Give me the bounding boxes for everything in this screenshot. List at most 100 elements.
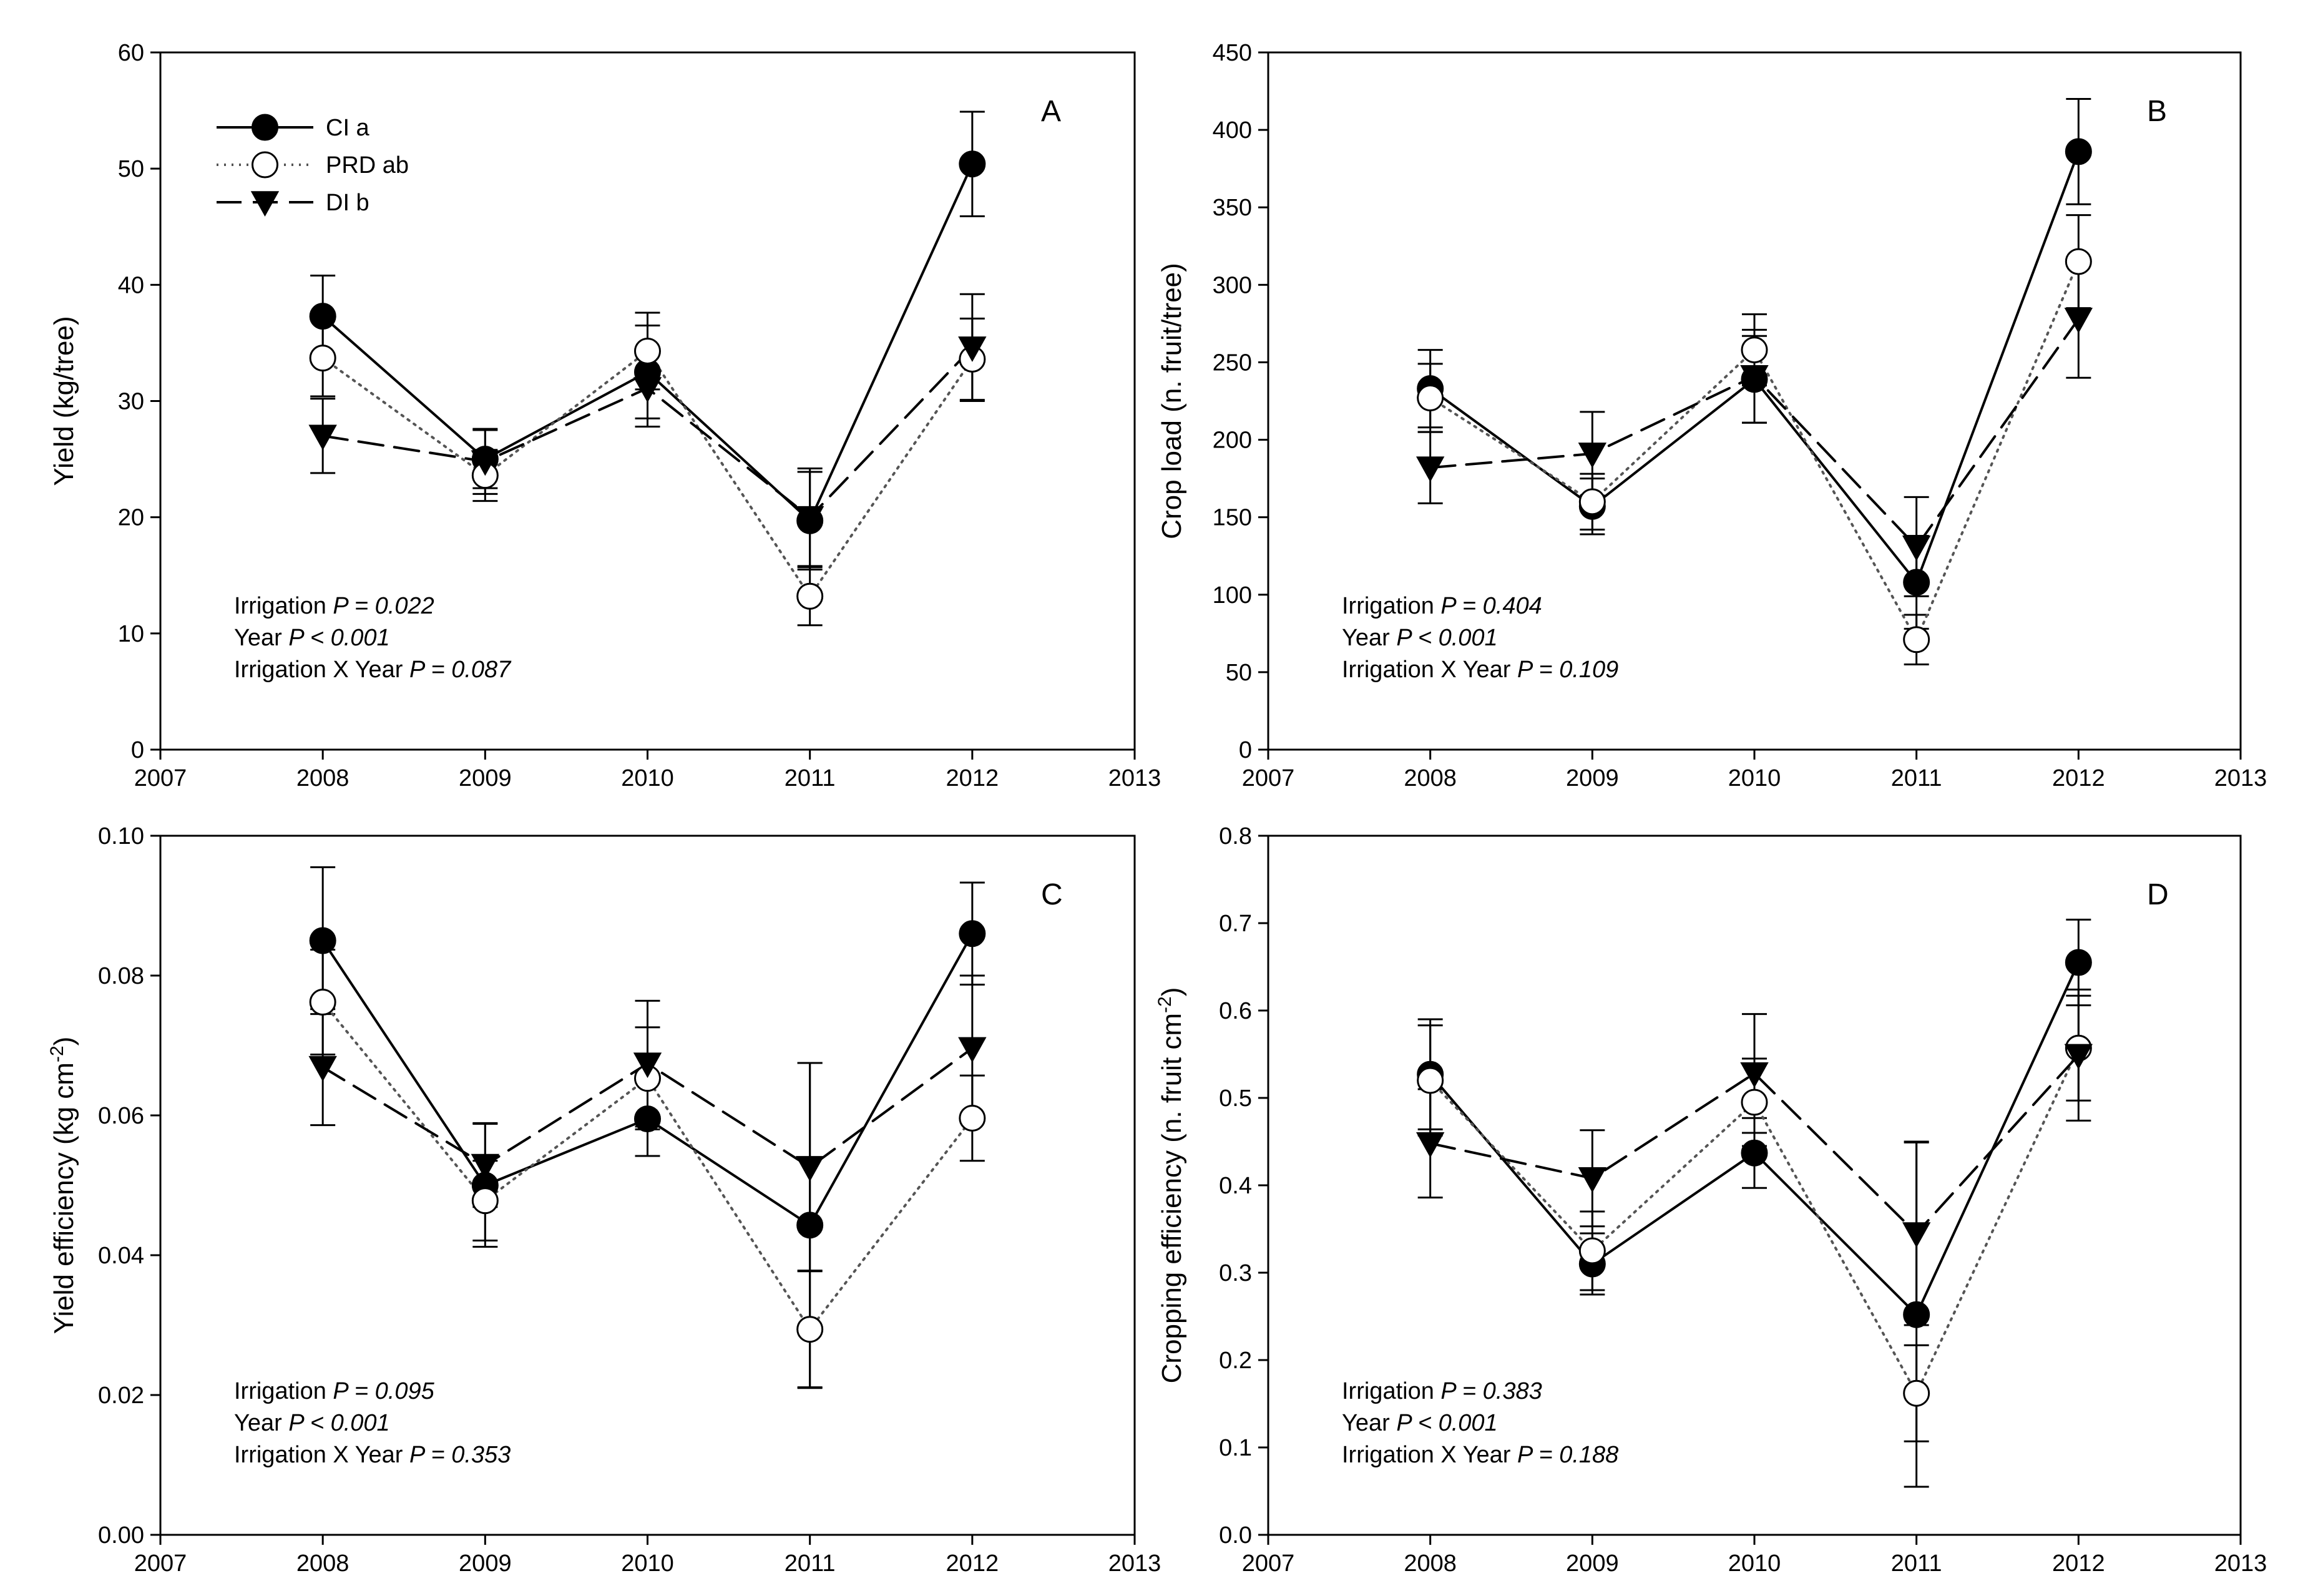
data-point (634, 337, 661, 365)
stats-line: Irrigation X Year P = 0.353 (234, 1442, 511, 1468)
stats-line: Irrigation P = 0.022 (234, 593, 434, 619)
stats-line: Year P < 0.001 (1342, 625, 1498, 651)
y-tick-label: 0.5 (1219, 1085, 1252, 1112)
stats-line: Irrigation X Year P = 0.109 (1342, 657, 1618, 683)
y-tick-label: 0.8 (1219, 823, 1252, 849)
data-point (2065, 138, 2092, 165)
y-tick-label: 0.02 (98, 1383, 144, 1409)
data-point (959, 150, 986, 178)
data-point (1578, 488, 1606, 516)
x-tick-label: 2012 (946, 765, 999, 791)
x-tick-label: 2008 (1404, 765, 1457, 791)
y-tick-label: 100 (1213, 582, 1252, 609)
series-3-markers (308, 336, 987, 532)
data-point (634, 1105, 661, 1133)
series-2-markers (1417, 248, 2092, 654)
series-3 (1417, 259, 2091, 597)
data-point (309, 345, 336, 372)
x-tick-label: 2012 (946, 1550, 999, 1577)
x-tick-label: 2013 (1108, 765, 1161, 791)
x-tick-label: 2009 (1566, 1550, 1619, 1577)
x-tick-label: 2007 (134, 765, 187, 791)
x-tick-label: 2013 (2214, 1550, 2267, 1577)
data-point (308, 1055, 337, 1082)
data-point (1903, 1379, 1930, 1407)
y-tick-label: 30 (118, 389, 144, 415)
stats-line: Year P < 0.001 (234, 625, 390, 651)
data-point (471, 1153, 500, 1180)
x-tick-label: 2012 (2052, 1550, 2105, 1577)
data-point (796, 582, 824, 610)
legend-marker (252, 114, 278, 141)
x-tick-label: 2008 (296, 765, 350, 791)
y-tick-label: 0 (1239, 737, 1252, 763)
y-tick-label: 300 (1213, 272, 1252, 298)
data-point (1740, 1062, 1769, 1088)
data-point (795, 506, 824, 532)
stats-annotation: Irrigation P = 0.022 Year P < 0.001 Irriga… (234, 593, 512, 683)
data-point (633, 377, 662, 403)
x-tick-label: 2010 (1728, 765, 1781, 791)
stats-annotation: Irrigation P = 0.095 Year P < 0.001 Irriga… (234, 1378, 511, 1468)
y-tick-label: 0.6 (1219, 998, 1252, 1024)
data-point (309, 989, 336, 1016)
panel-label: C (1041, 878, 1063, 911)
data-point (1741, 336, 1768, 364)
y-tick-label: 0.04 (98, 1243, 144, 1269)
stats-line: Irrigation X Year P = 0.188 (1342, 1442, 1618, 1468)
x-tick-label: 2009 (459, 765, 512, 791)
y-tick-label: 0.1 (1219, 1435, 1252, 1461)
data-point (2065, 949, 2092, 976)
data-point (1741, 1139, 1768, 1167)
y-tick-label: 200 (1213, 428, 1252, 454)
x-tick-label: 2008 (296, 1550, 350, 1577)
series-3-markers (1415, 1044, 2093, 1248)
y-tick-label: 0.7 (1219, 911, 1252, 937)
data-point (795, 1156, 824, 1182)
data-point (959, 920, 986, 947)
x-tick-label: 2007 (134, 1550, 187, 1577)
data-point (2064, 1044, 2093, 1070)
data-point (1903, 569, 1930, 596)
x-tick-label: 2010 (1728, 1550, 1781, 1577)
x-tick-label: 2013 (2214, 765, 2267, 791)
data-point (1578, 1237, 1606, 1265)
legend-label: PRD ab (326, 152, 409, 179)
data-point (471, 1187, 499, 1215)
data-point (2065, 248, 2092, 275)
x-tick-label: 2007 (1242, 1550, 1295, 1577)
legend-label: DI b (326, 190, 369, 216)
stats-annotation: Irrigation P = 0.383 Year P < 0.001 Irriga… (1342, 1378, 1618, 1468)
x-tick-label: 2009 (1566, 765, 1619, 791)
data-point (958, 1037, 987, 1063)
data-point (1903, 1301, 1930, 1328)
panel-c: 2007 2008 2009 2010 2011 2012 2013 0.00 0.02 0.04… (47, 823, 1161, 1577)
series-line (1429, 1047, 2080, 1396)
x-tick-label: 2011 (785, 1550, 836, 1577)
series-2-markers (1417, 1034, 2092, 1407)
y-axis-title: Cropping efficiency (n. fruit cm-2) (1155, 987, 1187, 1384)
series-2-markers (309, 989, 986, 1343)
data-point (1740, 365, 1769, 391)
data-point (796, 1212, 824, 1239)
data-point (959, 1104, 986, 1132)
y-tick-label: 0.00 (98, 1522, 144, 1549)
stats-line: Irrigation P = 0.404 (1342, 593, 1542, 619)
x-tick-label: 2013 (1108, 1550, 1161, 1577)
y-tick-label: 450 (1213, 40, 1252, 66)
y-axis-title: Crop load (n. fruit/tree) (1156, 263, 1187, 539)
panel-a: 2007 2008 2009 2010 2011 2012 2013 0 10 20 30 40 50 6… (49, 40, 1161, 791)
y-tick-label: 0 (131, 737, 144, 763)
panel-d: 2007 2008 2009 2010 2011 2012 2013 0.0 0.1 0.2 0.3… (1155, 823, 2267, 1577)
data-point (1741, 1089, 1768, 1116)
data-point (471, 450, 500, 476)
y-tick-label: 400 (1213, 117, 1252, 144)
data-point (1902, 536, 1931, 561)
data-point (1417, 384, 1444, 412)
data-point (633, 1052, 662, 1079)
data-point (1578, 1167, 1607, 1193)
x-tick-label: 2008 (1404, 1550, 1457, 1577)
data-point (309, 303, 336, 330)
